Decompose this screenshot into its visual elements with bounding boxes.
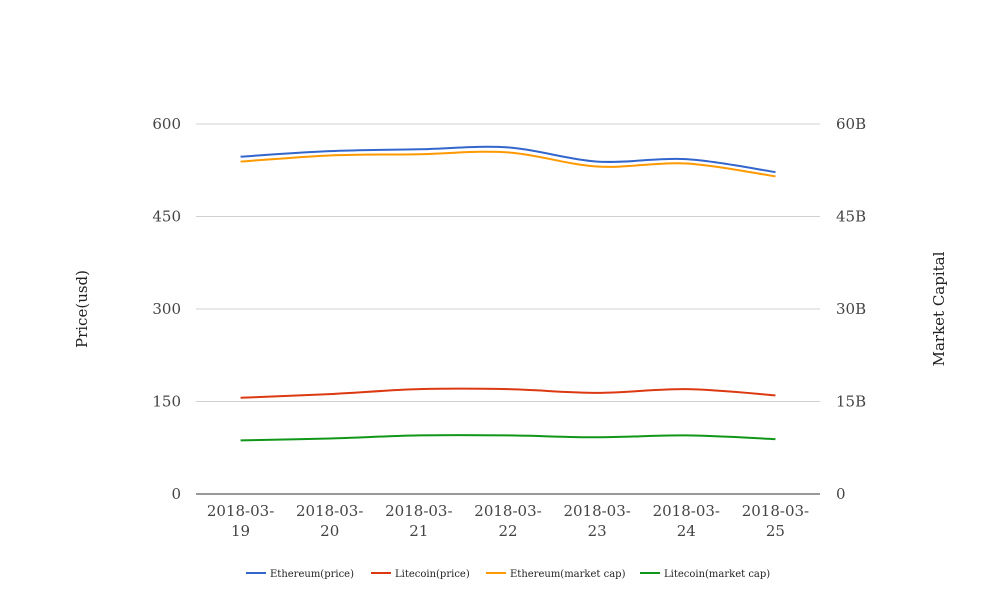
- x-tick-label: 2018-03-21: [385, 502, 452, 540]
- series-line-litecoin-market-cap: [240, 434, 776, 442]
- y2-tick-label: 30B: [836, 300, 866, 318]
- legend-label: Ethereum(price): [270, 569, 354, 580]
- x-tick-label: 2018-03-19: [207, 502, 274, 540]
- x-tick-label: 2018-03-20: [296, 502, 363, 540]
- y2-tick-label: 60B: [836, 115, 866, 133]
- y-tick-label: 300: [152, 300, 181, 318]
- x-tick-label: 2018-03-22: [474, 502, 541, 540]
- y2-axis-title: Market Capital: [930, 251, 948, 366]
- y-tick-label: 0: [171, 485, 181, 503]
- legend-label: Litecoin(price): [395, 569, 470, 580]
- y-axis-title: Price(usd): [73, 270, 91, 348]
- y2-tick-label: 0: [836, 485, 846, 503]
- series-line-litecoin-price: [240, 387, 776, 399]
- series-line-ethereum-market-cap: [240, 150, 776, 178]
- y2-tick-label: 15B: [836, 393, 866, 411]
- y-tick-label: 600: [152, 115, 181, 133]
- y-tick-label: 150: [152, 393, 181, 411]
- series-line-ethereum-price: [240, 145, 776, 174]
- y2-tick-label: 45B: [836, 208, 866, 226]
- legend-label: Ethereum(market cap): [510, 569, 626, 580]
- x-tick-label: 2018-03-25: [742, 502, 809, 540]
- x-tick-label: 2018-03-23: [563, 502, 630, 540]
- x-tick-label: 2018-03-24: [653, 502, 720, 540]
- y-tick-label: 450: [152, 208, 181, 226]
- legend-label: Litecoin(market cap): [664, 569, 770, 580]
